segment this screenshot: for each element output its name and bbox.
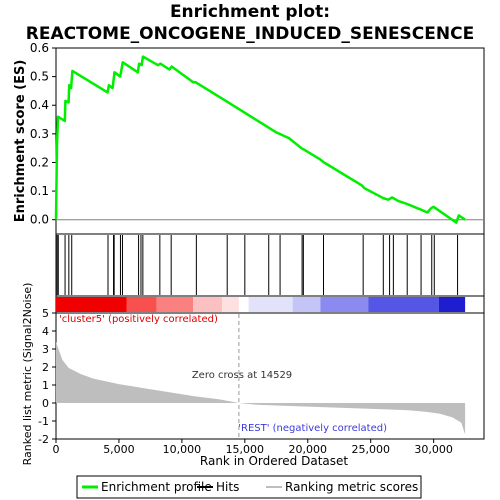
heatmap-band — [56, 297, 127, 312]
x-axis: 0 5,000 10,000 15,000 20,000 25,000 30,000 Ran… — [53, 439, 453, 468]
legend: Enrichment profile Hits Ranking metric sco… — [76, 475, 422, 499]
hits-panel — [55, 233, 485, 297]
heatmap-band — [292, 297, 321, 312]
heatmap-band — [222, 297, 239, 312]
heatmap-band — [368, 297, 439, 312]
x-axis-label: Rank in Ordered Dataset — [200, 454, 348, 468]
heatmap-bands — [56, 297, 466, 312]
es-y-tick-label: 0.3 — [30, 127, 49, 141]
ranking-metric-area — [56, 341, 466, 435]
ranked-y-tick-label: 2 — [42, 361, 49, 374]
ranked-y-tick-label: 3 — [42, 343, 49, 356]
es-y-tick-label: 0.4 — [30, 98, 49, 112]
x-tick-label: 15,000 — [226, 443, 265, 456]
negative-correlation-label: 'REST' (negatively correlated) — [238, 423, 387, 434]
heatmap-band — [126, 297, 157, 312]
ranked-list-panel: -2 -1 0 1 2 3 4 5 'cluster5' (positively correl… — [21, 283, 485, 466]
title-line-2: REACTOME_ONCOGENE_INDUCED_SENESCENCE — [26, 24, 474, 44]
es-y-tick-label: 0.0 — [30, 213, 49, 227]
positive-correlation-label: 'cluster5' (positively correlated) — [59, 314, 218, 325]
ranked-y-tick-label: 5 — [42, 307, 49, 320]
ranked-y-tick-label: 4 — [42, 325, 49, 338]
legend-label: Hits — [216, 480, 239, 494]
ranked-y-axis-label: Ranked list metric (Signal2Noise) — [21, 283, 34, 466]
ranking-heatmap-bar — [55, 295, 485, 314]
legend-label: Enrichment profile — [101, 480, 212, 494]
x-ticks: 0 5,000 10,000 15,000 20,000 25,000 30,000 — [53, 439, 453, 456]
title-line-1: Enrichment plot: — [170, 2, 330, 22]
es-panel-frame — [55, 47, 485, 235]
x-tick-label: 25,000 — [351, 443, 390, 456]
hit-marks — [56, 235, 459, 295]
heatmap-band — [238, 297, 249, 312]
heatmap-band — [193, 297, 223, 312]
ranked-list-frame — [55, 312, 485, 440]
ranked-y-tick-label: 1 — [42, 379, 49, 392]
es-y-tick-label: 0.1 — [30, 184, 49, 198]
heatmap-band — [438, 297, 466, 312]
es-y-tick-label: 0.5 — [30, 70, 49, 84]
ranked-y-ticks: -2 -1 0 1 2 3 4 5 — [38, 307, 56, 446]
x-tick-label: 20,000 — [289, 443, 328, 456]
legend-label: Ranking metric scores — [285, 480, 418, 494]
heatmap-band — [156, 297, 194, 312]
zero-cross-label: Zero cross at 14529 — [192, 370, 292, 381]
x-tick-label: 10,000 — [163, 443, 202, 456]
x-tick-label: 30,000 — [414, 443, 453, 456]
heatmap-band — [320, 297, 369, 312]
legend-box — [76, 475, 422, 499]
enrichment-profile-line — [54, 55, 466, 224]
es-y-tick-label: 0.2 — [30, 155, 49, 169]
ranked-y-tick-label: -1 — [38, 415, 49, 428]
es-panel: 0.0 0.1 0.2 0.3 0.4 0.5 0.6 Enrichment score (… — [13, 41, 485, 235]
chart-title: Enrichment plot: REACTOME_ONCOGENE_INDUC… — [26, 2, 474, 44]
heatmap-band — [248, 297, 293, 312]
es-y-tick-label: 0.6 — [30, 41, 49, 55]
x-tick-label: 0 — [53, 443, 60, 456]
legend-entries: Enrichment profile Hits Ranking metric sco… — [82, 480, 418, 494]
x-tick-label: 5,000 — [103, 443, 135, 456]
es-y-ticks: 0.0 0.1 0.2 0.3 0.4 0.5 0.6 — [30, 41, 56, 227]
ranked-y-tick-label: -2 — [38, 433, 49, 446]
ranked-y-tick-label: 0 — [42, 397, 49, 410]
es-y-axis-label: Enrichment score (ES) — [13, 60, 28, 223]
